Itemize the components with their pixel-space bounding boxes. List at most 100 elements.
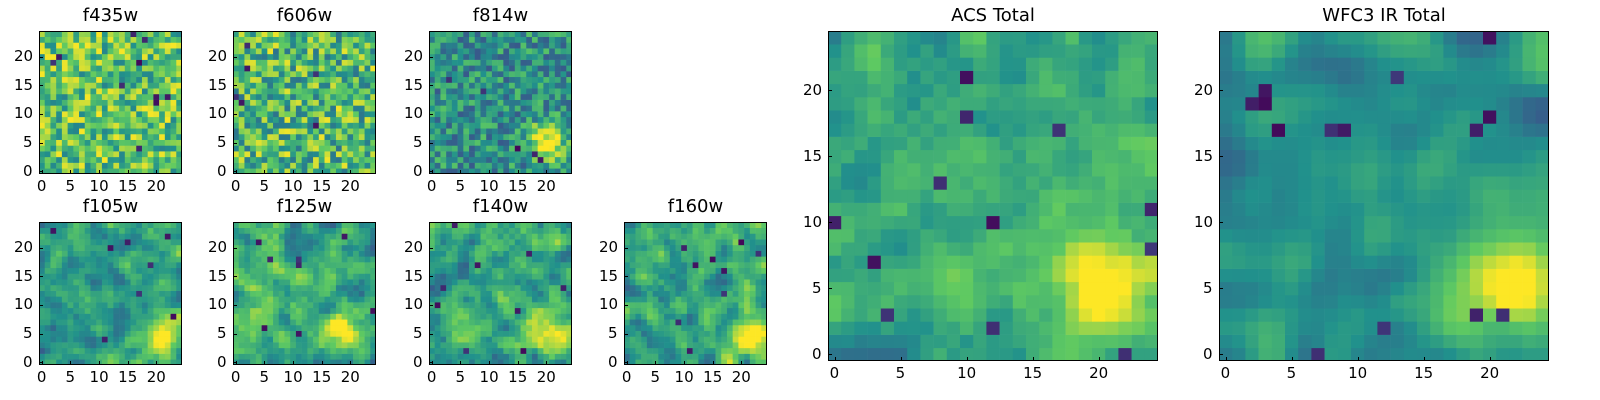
- heatmap-cell: [136, 290, 143, 297]
- heatmap-cell: [341, 284, 348, 291]
- heatmap-cell: [79, 59, 86, 66]
- heatmap-cell: [267, 65, 274, 72]
- heatmap-cell: [999, 202, 1014, 217]
- heatmap-cell: [721, 222, 728, 229]
- y-tick-label: 10: [404, 104, 424, 123]
- heatmap-cell: [364, 156, 371, 163]
- heatmap-cell: [491, 262, 498, 269]
- heatmap-cell: [136, 105, 143, 112]
- heatmap-cell: [341, 145, 348, 152]
- heatmap-cell: [233, 59, 240, 66]
- heatmap-cell: [446, 82, 453, 89]
- heatmap-cell: [67, 93, 74, 100]
- heatmap-cell: [933, 136, 948, 151]
- heatmap-cell: [170, 330, 177, 337]
- heatmap-cell: [755, 233, 762, 240]
- heatmap-cell: [669, 342, 676, 349]
- heatmap-cell: [79, 307, 86, 314]
- heatmap-cell: [233, 42, 240, 49]
- heatmap-cell: [130, 65, 137, 72]
- heatmap-cell: [324, 290, 331, 297]
- heatmap-cell: [164, 359, 171, 365]
- heatmap-cell: [543, 42, 550, 49]
- heatmap-cell: [73, 313, 80, 320]
- heatmap-cell: [652, 336, 659, 343]
- heatmap-cell: [324, 168, 331, 174]
- heatmap-cell: [61, 145, 68, 152]
- heatmap-cell: [509, 222, 516, 229]
- heatmap-cell: [307, 347, 314, 354]
- heatmap-cell: [358, 31, 365, 38]
- heatmap-cell: [107, 302, 114, 309]
- heatmap-cell: [469, 233, 476, 240]
- heatmap-cell: [267, 48, 274, 55]
- heatmap-cell: [440, 53, 447, 60]
- heatmap-cell: [698, 262, 705, 269]
- heatmap-cell: [159, 36, 166, 43]
- heatmap-cell: [537, 99, 544, 106]
- heatmap-cell: [79, 99, 86, 106]
- heatmap-cell: [749, 262, 756, 269]
- heatmap-cell: [136, 336, 143, 343]
- heatmap-cell: [721, 342, 728, 349]
- heatmap-cell: [153, 273, 160, 280]
- heatmap-cell: [119, 324, 126, 331]
- heatmap-cell: [255, 93, 262, 100]
- heatmap-cell: [335, 82, 342, 89]
- heatmap-cell: [170, 76, 177, 83]
- heatmap-cell: [73, 359, 80, 365]
- heatmap-cell: [153, 244, 160, 251]
- heatmap-cell: [560, 76, 567, 83]
- heatmap-cell: [1026, 281, 1040, 296]
- heatmap-cell: [469, 279, 476, 286]
- heatmap-cell: [531, 93, 538, 100]
- heatmap-cell: [164, 313, 171, 320]
- heatmap-cell: [119, 105, 126, 112]
- heatmap-cell: [549, 36, 556, 43]
- heatmap-cell: [39, 162, 46, 169]
- heatmap-cell: [1078, 334, 1093, 349]
- heatmap-cell: [554, 99, 561, 106]
- heatmap-cell: [353, 267, 360, 274]
- heatmap-cell: [176, 353, 182, 360]
- heatmap-cell: [440, 99, 447, 106]
- heatmap-cell: [170, 296, 177, 303]
- heatmap-cell: [44, 233, 51, 240]
- heatmap-cell: [457, 222, 464, 229]
- heatmap-cell: [457, 262, 464, 269]
- heatmap-cell: [526, 31, 533, 38]
- x-tick-mark: [517, 361, 519, 365]
- heatmap-cell: [364, 353, 371, 360]
- heatmap-cell: [709, 347, 716, 354]
- heatmap-cell: [176, 273, 182, 280]
- heatmap-cell: [486, 244, 493, 251]
- heatmap-cell: [170, 99, 177, 106]
- heatmap-cell: [107, 307, 114, 314]
- heatmap-cell: [1118, 229, 1132, 243]
- heatmap-cell: [486, 122, 493, 129]
- heatmap-cell: [130, 122, 137, 129]
- heatmap-cell: [39, 145, 46, 152]
- heatmap-cell: [434, 330, 441, 337]
- heatmap-cell: [136, 99, 143, 106]
- heatmap-cell: [531, 42, 538, 49]
- heatmap-cell: [1078, 215, 1093, 230]
- heatmap-cell: [101, 162, 108, 169]
- heatmap-cell: [854, 163, 868, 177]
- heatmap-cell: [503, 71, 510, 78]
- heatmap-cell: [457, 307, 464, 314]
- heatmap-cell: [560, 239, 567, 246]
- heatmap-cell: [324, 313, 331, 320]
- heatmap-cell: [469, 222, 476, 229]
- heatmap-cell: [50, 273, 57, 280]
- heatmap-cell: [330, 42, 337, 49]
- heatmap-cell: [686, 239, 693, 246]
- heatmap-cell: [176, 168, 182, 174]
- heatmap-cell: [503, 122, 510, 129]
- heatmap-cell: [176, 42, 182, 49]
- heatmap-cell: [646, 284, 653, 291]
- heatmap-cell: [113, 302, 120, 309]
- heatmap-cell: [261, 262, 268, 269]
- heatmap-cell: [440, 93, 447, 100]
- heatmap-cell: [446, 162, 453, 169]
